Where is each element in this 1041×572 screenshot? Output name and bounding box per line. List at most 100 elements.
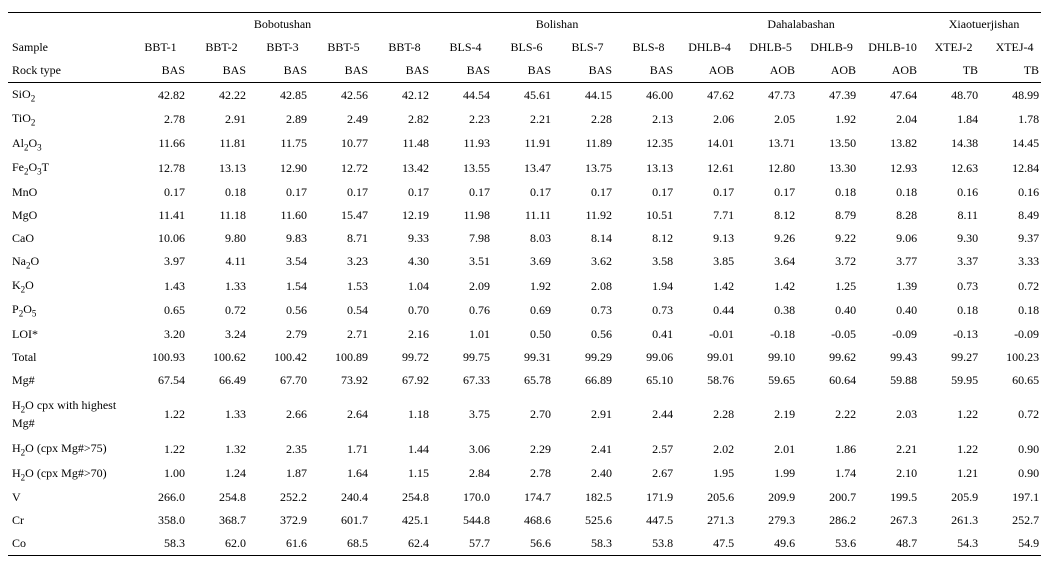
sample-header: BLS-6 [496, 36, 557, 59]
data-cell: 54.3 [923, 532, 984, 556]
data-cell: 44.15 [557, 83, 618, 108]
data-cell: 601.7 [313, 509, 374, 532]
location-header: Xiaotuerjishan [923, 13, 1041, 37]
data-cell: 47.5 [679, 532, 740, 556]
data-cell: 100.62 [191, 346, 252, 369]
data-cell: 1.33 [191, 274, 252, 298]
data-cell: 0.18 [801, 181, 862, 204]
data-cell: 0.72 [984, 392, 1041, 438]
geochem-table: BobotushanBolishanDahalabashanXiaotuerji… [8, 12, 1041, 556]
data-cell: 425.1 [374, 509, 435, 532]
data-cell: 9.30 [923, 227, 984, 250]
table-row: TiO22.782.912.892.492.822.232.212.282.13… [8, 107, 1041, 131]
table-row: LOI*3.203.242.792.712.161.010.500.560.41… [8, 323, 1041, 346]
data-cell: 0.18 [923, 298, 984, 322]
data-cell: 8.11 [923, 204, 984, 227]
data-cell: 2.06 [679, 107, 740, 131]
data-cell: 3.64 [740, 250, 801, 274]
data-cell: 3.37 [923, 250, 984, 274]
data-cell: 99.29 [557, 346, 618, 369]
data-cell: 1.92 [496, 274, 557, 298]
data-cell: 11.48 [374, 132, 435, 156]
data-cell: 525.6 [557, 509, 618, 532]
data-cell: 3.75 [435, 392, 496, 438]
rocktype-header-row: Rock type BASBASBASBASBASBASBASBASBASAOB… [8, 59, 1041, 83]
data-cell: 68.5 [313, 532, 374, 556]
data-cell: 58.3 [130, 532, 191, 556]
data-cell: 0.18 [191, 181, 252, 204]
data-cell: 1.24 [191, 462, 252, 486]
data-cell: 2.91 [557, 392, 618, 438]
data-cell: 11.60 [252, 204, 313, 227]
row-label: MgO [8, 204, 130, 227]
data-cell: 8.79 [801, 204, 862, 227]
data-cell: 0.56 [252, 298, 313, 322]
data-cell: 3.77 [862, 250, 923, 274]
data-cell: 1.78 [984, 107, 1041, 131]
table-row: Mg#67.5466.4967.7073.9267.9267.3365.7866… [8, 369, 1041, 392]
data-cell: 1.86 [801, 437, 862, 461]
data-cell: 2.79 [252, 323, 313, 346]
data-cell: 9.37 [984, 227, 1041, 250]
data-cell: 1.22 [923, 437, 984, 461]
data-cell: 0.17 [130, 181, 191, 204]
rocktype-cell: BAS [130, 59, 191, 83]
data-cell: 65.78 [496, 369, 557, 392]
data-cell: 0.18 [862, 181, 923, 204]
data-cell: 67.70 [252, 369, 313, 392]
data-cell: 62.4 [374, 532, 435, 556]
data-cell: 2.28 [679, 392, 740, 438]
data-cell: 271.3 [679, 509, 740, 532]
sample-header: DHLB-10 [862, 36, 923, 59]
data-cell: 14.45 [984, 132, 1041, 156]
data-cell: 197.1 [984, 486, 1041, 509]
row-label: K2O [8, 274, 130, 298]
sample-header: DHLB-9 [801, 36, 862, 59]
data-cell: 1.54 [252, 274, 313, 298]
data-cell: 99.31 [496, 346, 557, 369]
data-cell: 48.7 [862, 532, 923, 556]
data-cell: 544.8 [435, 509, 496, 532]
sample-header: BBT-2 [191, 36, 252, 59]
data-cell: 1.22 [130, 392, 191, 438]
data-cell: 447.5 [618, 509, 679, 532]
data-cell: 12.84 [984, 156, 1041, 180]
data-cell: 42.56 [313, 83, 374, 108]
data-cell: 1.94 [618, 274, 679, 298]
data-cell: 99.06 [618, 346, 679, 369]
data-cell: 100.93 [130, 346, 191, 369]
data-cell: 2.35 [252, 437, 313, 461]
data-cell: 7.71 [679, 204, 740, 227]
data-cell: 0.73 [557, 298, 618, 322]
data-cell: 209.9 [740, 486, 801, 509]
data-cell: 0.72 [984, 274, 1041, 298]
data-cell: 3.51 [435, 250, 496, 274]
data-cell: 205.9 [923, 486, 984, 509]
data-cell: 1.21 [923, 462, 984, 486]
data-cell: 261.3 [923, 509, 984, 532]
data-cell: 2.89 [252, 107, 313, 131]
data-cell: 1.87 [252, 462, 313, 486]
data-cell: 2.57 [618, 437, 679, 461]
data-cell: 3.24 [191, 323, 252, 346]
data-cell: 47.73 [740, 83, 801, 108]
data-cell: 8.12 [740, 204, 801, 227]
row-label: H2O (cpx Mg#>70) [8, 462, 130, 486]
table-row: Cr358.0368.7372.9601.7425.1544.8468.6525… [8, 509, 1041, 532]
data-cell: 11.81 [191, 132, 252, 156]
data-cell: 8.14 [557, 227, 618, 250]
rocktype-cell: TB [984, 59, 1041, 83]
table-row: Na2O3.974.113.543.234.303.513.693.623.58… [8, 250, 1041, 274]
sample-label: Sample [8, 36, 130, 59]
data-cell: 3.20 [130, 323, 191, 346]
data-cell: 1.01 [435, 323, 496, 346]
data-cell: 54.9 [984, 532, 1041, 556]
table-row: K2O1.431.331.541.531.042.091.922.081.941… [8, 274, 1041, 298]
data-cell: -0.09 [862, 323, 923, 346]
table-row: Co58.362.061.668.562.457.756.658.353.847… [8, 532, 1041, 556]
data-cell: 3.06 [435, 437, 496, 461]
sample-header: BBT-5 [313, 36, 374, 59]
data-cell: 100.42 [252, 346, 313, 369]
data-cell: 11.93 [435, 132, 496, 156]
data-cell: 14.38 [923, 132, 984, 156]
